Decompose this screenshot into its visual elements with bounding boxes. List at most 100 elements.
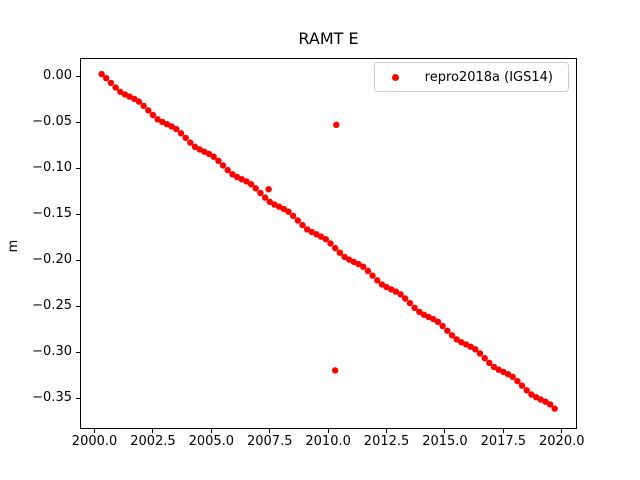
data-point — [103, 75, 110, 82]
data-point — [289, 212, 297, 220]
data-point — [265, 186, 272, 193]
y-tick-label: −0.25 — [32, 298, 72, 313]
data-point — [327, 240, 334, 247]
data-point — [107, 79, 115, 87]
data-point — [117, 88, 124, 95]
y-tick-label: −0.05 — [32, 114, 72, 130]
data-point — [518, 382, 526, 389]
x-tick-label: 2020.0 — [539, 434, 585, 449]
data-point — [322, 236, 329, 243]
data-point — [542, 398, 549, 405]
data-point — [215, 157, 222, 164]
x-tick-mark — [269, 429, 271, 433]
data-point — [355, 260, 362, 268]
data-point — [453, 336, 460, 343]
x-tick-label: 2017.5 — [480, 434, 527, 449]
data-point — [112, 84, 119, 91]
data-point — [490, 363, 498, 371]
legend: repro2018a (IGS14) — [373, 62, 569, 92]
data-point — [219, 162, 227, 169]
data-point — [149, 111, 157, 119]
data-point — [528, 391, 535, 398]
data-point — [145, 107, 152, 114]
data-point — [360, 263, 367, 270]
data-point — [243, 178, 250, 185]
data-point — [514, 377, 521, 385]
data-point — [336, 249, 343, 256]
x-tick-mark — [444, 429, 446, 433]
y-tick-mark — [76, 167, 80, 169]
data-point — [154, 116, 161, 123]
x-tick-mark — [561, 429, 563, 433]
data-point — [332, 244, 339, 252]
data-point — [257, 189, 264, 197]
data-point — [406, 299, 414, 307]
y-tick-label: −0.35 — [32, 390, 72, 405]
x-tick-label: 2010.0 — [305, 434, 351, 449]
data-point — [177, 130, 185, 137]
data-point — [402, 295, 409, 302]
y-tick-mark — [76, 351, 80, 353]
data-point — [551, 405, 558, 412]
data-point — [397, 291, 404, 298]
x-tick-label: 2005.0 — [188, 434, 235, 449]
data-point — [191, 143, 199, 150]
data-point — [303, 226, 311, 233]
data-point — [467, 343, 474, 350]
x-tick-mark — [94, 429, 96, 433]
data-point — [444, 327, 451, 334]
x-tick-label: 2002.5 — [130, 434, 176, 449]
x-tick-label: 2007.5 — [246, 434, 293, 449]
y-tick-mark — [76, 259, 80, 261]
x-tick-mark — [210, 429, 212, 433]
data-point — [261, 194, 269, 201]
data-point — [439, 322, 446, 330]
legend-label: repro2018a (IGS14) — [424, 69, 553, 85]
chart-title: RAMT E — [298, 29, 359, 48]
data-point — [523, 387, 530, 394]
data-point — [486, 359, 493, 366]
data-point — [317, 233, 325, 240]
data-point — [210, 153, 217, 160]
x-tick-mark — [386, 429, 388, 433]
data-point — [294, 217, 301, 224]
y-tick-label: 0.00 — [43, 68, 72, 84]
data-point — [374, 277, 381, 284]
data-point — [476, 350, 484, 357]
data-point — [173, 125, 180, 133]
data-point — [364, 267, 372, 275]
data-point — [266, 198, 273, 205]
data-point — [98, 70, 105, 78]
y-tick-mark — [76, 397, 80, 399]
data-point — [504, 371, 512, 378]
y-tick-label: −0.10 — [32, 160, 72, 176]
y-tick-mark — [76, 121, 80, 123]
data-point — [247, 181, 255, 188]
data-point — [252, 185, 259, 192]
data-point — [168, 123, 175, 130]
data-point — [341, 253, 348, 261]
scatter-points-layer — [98, 70, 558, 412]
data-point — [332, 367, 339, 374]
data-point — [448, 332, 456, 339]
data-point — [135, 98, 143, 105]
y-tick-label: −0.20 — [32, 252, 72, 267]
data-point — [509, 373, 516, 380]
data-point — [205, 150, 213, 158]
data-point — [434, 318, 442, 325]
data-point — [369, 272, 376, 279]
data-point — [472, 346, 479, 353]
data-point — [546, 401, 554, 408]
y-axis-label: m — [6, 239, 21, 253]
y-tick-label: −0.15 — [32, 206, 72, 221]
data-point — [416, 308, 423, 316]
data-point — [411, 304, 418, 311]
y-tick-mark — [76, 305, 80, 307]
x-tick-label: 2000.0 — [71, 434, 118, 449]
data-point — [182, 134, 189, 142]
x-tick-mark — [152, 429, 154, 433]
y-tick-label: −0.30 — [32, 344, 72, 359]
data-point — [299, 221, 306, 229]
y-tick-mark — [76, 213, 80, 215]
